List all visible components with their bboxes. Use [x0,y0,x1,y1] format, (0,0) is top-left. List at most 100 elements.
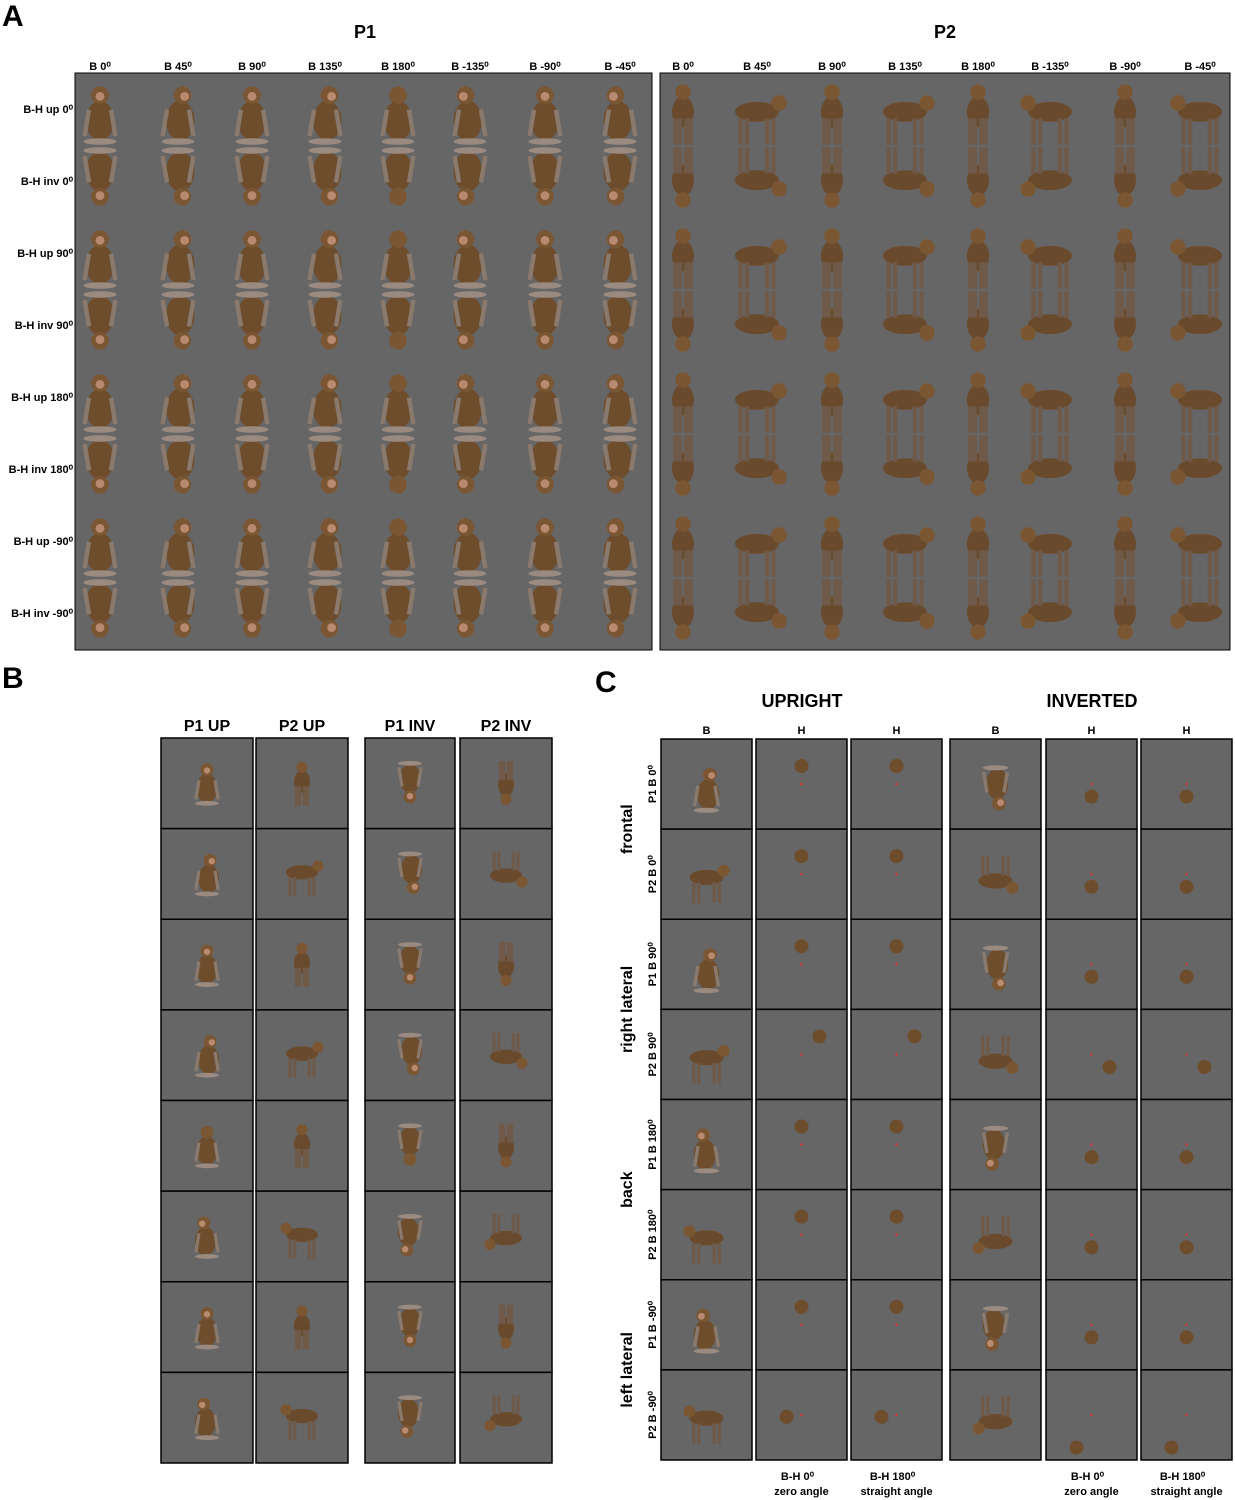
footer-name: zero angle [1064,1486,1118,1498]
feet [453,426,487,433]
face [180,236,189,245]
head [1117,516,1133,532]
head [1117,192,1133,208]
face [247,479,257,488]
head-image [1084,1240,1099,1255]
monkey-image [672,516,694,577]
feet [603,570,637,577]
head [312,1041,324,1053]
arm [82,443,118,471]
head [296,942,308,955]
row-label: P2 B -90⁰ [647,1390,659,1438]
face [95,380,105,389]
monkey-image [683,1405,724,1444]
head-image [889,1299,904,1314]
face [327,524,336,533]
body [1028,389,1072,410]
column-header: B 180⁰ [381,61,415,73]
head [280,1404,292,1416]
head [389,475,407,494]
body [735,602,779,623]
monkey-image [967,516,989,577]
arm [397,1220,423,1240]
footer-angle: B-H 0⁰ [781,1471,815,1483]
monkey-image [602,147,638,206]
monkey-image [380,435,416,494]
arm [380,587,416,615]
arm [194,1414,220,1434]
face [997,979,1004,987]
body [196,773,218,803]
monkey-image [821,84,843,145]
body [383,439,413,480]
monkey-image [821,516,843,577]
monkey-image [978,855,1019,894]
monkey-image [1170,147,1222,197]
monkey-image [672,228,694,289]
monkey-image [234,435,270,494]
arm [397,767,423,787]
face [247,380,257,389]
arm [602,253,638,281]
monkey-image [1020,527,1072,577]
face [411,1064,418,1072]
feet [453,435,487,442]
head-image [794,1119,809,1134]
row-label: B-H inv 0⁰ [21,176,74,188]
face [459,335,468,344]
fixation-dot [800,1323,803,1327]
monkey-image [981,1306,1010,1352]
arm [981,952,1010,973]
face [327,380,336,389]
arm [160,443,196,471]
head-image [889,1209,904,1224]
head-image [1179,1330,1194,1345]
head [516,876,528,888]
feet [235,291,269,298]
arm [527,299,563,327]
group-title: P2 [934,22,956,42]
head-image [794,1299,809,1314]
arm [527,253,563,281]
monkey-image [883,435,935,485]
monkey-image [981,765,1010,811]
arm [397,1129,423,1150]
monkey-image [672,291,694,352]
monkey-image [602,291,638,350]
feet [235,147,269,154]
feet [83,291,117,298]
head [1170,527,1186,543]
footer-name: straight angle [860,1486,932,1498]
monkey-image [1170,291,1222,341]
head-image [1084,1150,1099,1165]
column-header: P2 INV [481,718,532,735]
panel-label: C [595,666,617,699]
face [247,236,257,245]
feet [453,570,487,577]
body [1178,314,1222,335]
fixation-dot [895,963,898,966]
head [675,372,691,388]
monkey-image [967,147,989,208]
face [208,857,215,865]
column-header: P1 UP [184,718,231,735]
row-group-label: frontal [619,804,636,854]
fixation-dot [895,1233,898,1236]
monkey-image [967,435,989,496]
body [883,245,927,266]
monkey-image [234,147,270,206]
monkey-image [883,527,935,577]
image-cell [850,1369,943,1461]
feet [83,579,117,586]
arm [82,541,118,569]
head-image [1179,969,1194,984]
body [237,295,267,336]
row-label: P1 B 180⁰ [647,1119,659,1170]
body [883,314,927,335]
arm [452,299,488,327]
monkey-image [82,435,118,494]
face [609,623,618,632]
face [997,799,1004,807]
monkey-image [452,86,488,145]
